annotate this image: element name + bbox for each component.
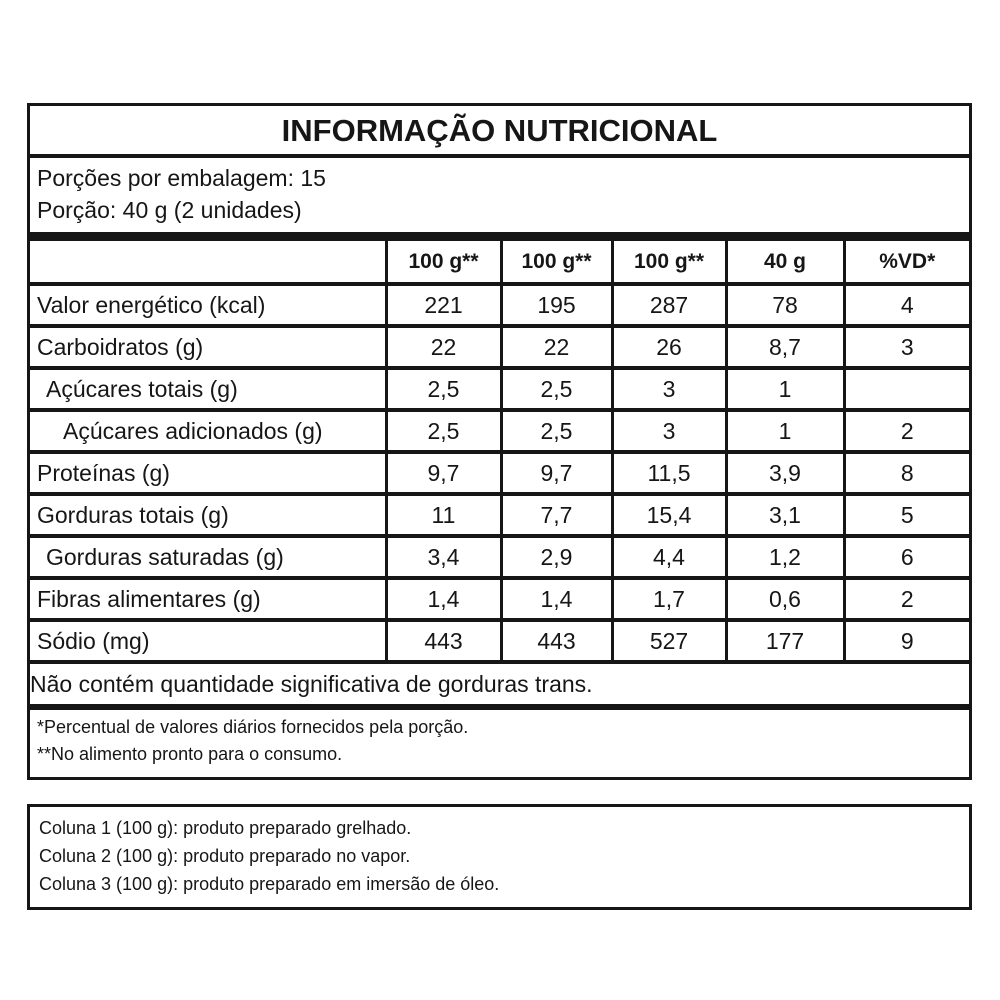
row-value: 7,7 [499,492,612,536]
header-col-100g-1: 100 g** [384,241,501,284]
row-label: Sódio (mg) [30,618,386,662]
row-label: Valor energético (kcal) [30,282,386,326]
row-label: Fibras alimentares (g) [30,576,386,620]
row-label: Carboidratos (g) [30,324,386,368]
serving-size: Porção: 40 g (2 unidades) [37,197,302,223]
row-value: 2 [842,408,969,452]
row-label: Gorduras saturadas (g) [30,534,386,578]
row-value: 221 [384,282,501,326]
panel-title: INFORMAÇÃO NUTRICIONAL [30,106,969,158]
row-value: 3,9 [724,450,844,494]
row-value: 2 [842,576,969,620]
table-row-sodium: Sódio (mg) 443 443 527 177 9 [30,618,969,662]
row-value: 1 [724,408,844,452]
legend-column-2: Coluna 2 (100 g): produto preparado no v… [39,846,411,866]
legend-column-3: Coluna 3 (100 g): produto preparado em i… [39,874,500,894]
row-value: 0,6 [724,576,844,620]
row-value: 4 [842,282,969,326]
row-value: 1 [724,366,844,410]
row-value: 1,4 [499,576,612,620]
row-label: Gorduras totais (g) [30,492,386,536]
table-row-total-fat: Gorduras totais (g) 11 7,7 15,4 3,1 5 [30,492,969,536]
header-col-100g-3: 100 g** [610,241,726,284]
row-value: 8 [842,450,969,494]
footnote-prepared-food: **No alimento pronto para o consumo. [37,744,343,764]
footnotes: *Percentual de valores diários fornecido… [30,704,969,777]
header-nutrient-column [30,241,386,284]
column-legend: Coluna 1 (100 g): produto preparado grel… [27,804,972,910]
row-value [842,366,969,410]
row-value: 1,2 [724,534,844,578]
header-col-100g-2: 100 g** [499,241,612,284]
row-value: 5 [842,492,969,536]
row-value: 3 [610,408,726,452]
row-value: 2,5 [384,408,501,452]
row-value: 1,7 [610,576,726,620]
table-row-energy: Valor energético (kcal) 221 195 287 78 4 [30,282,969,326]
nutrition-table: 100 g** 100 g** 100 g** 40 g %VD* Valor … [30,241,969,704]
row-value: 3 [842,324,969,368]
footnote-daily-values: *Percentual de valores diários fornecido… [37,717,469,737]
row-value: 2,5 [499,366,612,410]
row-value: 78 [724,282,844,326]
row-value: 195 [499,282,612,326]
row-value: 287 [610,282,726,326]
row-value: 2,5 [499,408,612,452]
table-header-row: 100 g** 100 g** 100 g** 40 g %VD* [30,241,969,284]
trans-fat-note: Não contém quantidade significativa de g… [30,660,969,704]
nutrition-facts-panel: INFORMAÇÃO NUTRICIONAL Porções por embal… [27,103,972,780]
row-label: Açúcares totais (g) [30,366,386,410]
table-row-protein: Proteínas (g) 9,7 9,7 11,5 3,9 8 [30,450,969,494]
row-value: 527 [610,618,726,662]
row-value: 443 [384,618,501,662]
row-value: 9,7 [499,450,612,494]
table-row-trans-fat-note: Não contém quantidade significativa de g… [30,660,969,704]
row-value: 8,7 [724,324,844,368]
row-value: 3 [610,366,726,410]
row-value: 22 [499,324,612,368]
row-value: 3,4 [384,534,501,578]
header-col-vd: %VD* [842,241,969,284]
row-value: 9,7 [384,450,501,494]
row-label: Proteínas (g) [30,450,386,494]
row-value: 15,4 [610,492,726,536]
table-row-fiber: Fibras alimentares (g) 1,4 1,4 1,7 0,6 2 [30,576,969,620]
table-row-added-sugars: Açúcares adicionados (g) 2,5 2,5 3 1 2 [30,408,969,452]
row-value: 3,1 [724,492,844,536]
legend-column-1: Coluna 1 (100 g): produto preparado grel… [39,818,412,838]
row-value: 443 [499,618,612,662]
row-value: 177 [724,618,844,662]
row-value: 1,4 [384,576,501,620]
row-value: 11 [384,492,501,536]
row-value: 4,4 [610,534,726,578]
servings-per-package: Porções por embalagem: 15 [37,165,326,191]
row-value: 22 [384,324,501,368]
row-label: Açúcares adicionados (g) [30,408,386,452]
row-value: 2,9 [499,534,612,578]
row-value: 9 [842,618,969,662]
header-col-40g: 40 g [724,241,844,284]
row-value: 11,5 [610,450,726,494]
row-value: 6 [842,534,969,578]
table-row-saturated-fat: Gorduras saturadas (g) 3,4 2,9 4,4 1,2 6 [30,534,969,578]
serving-info: Porções por embalagem: 15 Porção: 40 g (… [30,158,969,241]
row-value: 2,5 [384,366,501,410]
table-row-carbs: Carboidratos (g) 22 22 26 8,7 3 [30,324,969,368]
table-row-total-sugars: Açúcares totais (g) 2,5 2,5 3 1 [30,366,969,410]
row-value: 26 [610,324,726,368]
